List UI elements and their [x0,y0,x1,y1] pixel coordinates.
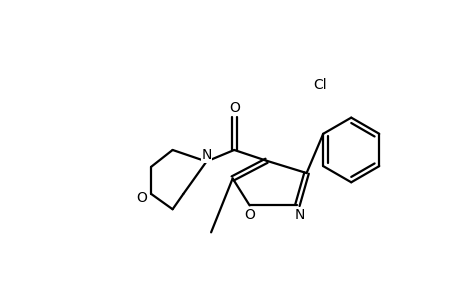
Text: O: O [136,191,147,205]
Text: N: N [294,208,304,222]
Text: O: O [244,208,254,222]
Text: N: N [201,148,211,162]
Text: O: O [228,100,239,115]
Text: Cl: Cl [313,77,326,92]
